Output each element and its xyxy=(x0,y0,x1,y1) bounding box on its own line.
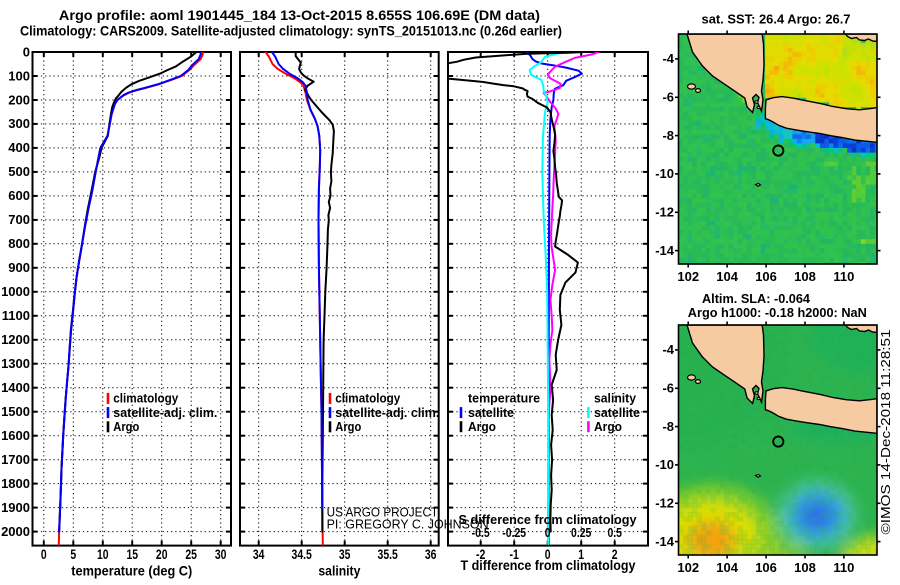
svg-text:110: 110 xyxy=(833,269,854,284)
svg-text:satellite: satellite xyxy=(468,406,514,420)
svg-text:0.5: 0.5 xyxy=(607,525,622,540)
svg-text:1600: 1600 xyxy=(1,428,30,443)
svg-text:sat. SST: 26.4 Argo: 26.7: sat. SST: 26.4 Argo: 26.7 xyxy=(702,12,851,27)
svg-text:-0.25: -0.25 xyxy=(502,525,526,540)
svg-text:700: 700 xyxy=(8,212,30,227)
svg-text:600: 600 xyxy=(8,188,30,203)
svg-text:satellite: satellite xyxy=(594,406,640,420)
svg-text:1100: 1100 xyxy=(2,308,30,323)
svg-text:-8: -8 xyxy=(662,128,674,143)
svg-text:0: 0 xyxy=(545,525,551,540)
svg-text:104: 104 xyxy=(716,560,738,575)
svg-text:102: 102 xyxy=(677,269,699,284)
svg-text:100: 100 xyxy=(8,68,30,83)
svg-text:35: 35 xyxy=(339,547,351,562)
svg-text:20: 20 xyxy=(156,547,168,562)
svg-text:1000: 1000 xyxy=(1,284,30,299)
svg-text:Argo h1000: -0.18 h2000: NaN: Argo h1000: -0.18 h2000: NaN xyxy=(688,305,867,320)
svg-text:25: 25 xyxy=(185,547,197,562)
svg-text:satellite-adj. clim.: satellite-adj. clim. xyxy=(113,406,217,420)
svg-text:-6: -6 xyxy=(662,90,674,105)
svg-text:0: 0 xyxy=(23,44,30,59)
svg-text:800: 800 xyxy=(8,236,30,251)
svg-text:-8: -8 xyxy=(662,419,674,434)
svg-text:108: 108 xyxy=(794,269,816,284)
svg-text:-10: -10 xyxy=(655,166,674,181)
svg-text:1900: 1900 xyxy=(1,500,30,515)
svg-text:T difference from climatology: T difference from climatology xyxy=(461,558,636,573)
svg-text:-14: -14 xyxy=(655,243,675,258)
svg-text:1800: 1800 xyxy=(1,476,30,491)
svg-text:Argo: Argo xyxy=(335,420,361,434)
svg-text:35.5: 35.5 xyxy=(378,547,399,562)
svg-text:400: 400 xyxy=(8,140,30,155)
svg-text:satellite-adj. clim.: satellite-adj. clim. xyxy=(335,406,439,420)
svg-text:climatology: climatology xyxy=(335,392,400,406)
svg-text:36: 36 xyxy=(425,547,437,562)
svg-text:30: 30 xyxy=(215,547,227,562)
svg-text:1700: 1700 xyxy=(1,452,30,467)
svg-text:10: 10 xyxy=(97,547,109,562)
svg-text:climatology: climatology xyxy=(113,392,178,406)
svg-text:1300: 1300 xyxy=(1,356,30,371)
svg-text:1200: 1200 xyxy=(1,332,30,347)
svg-text:102: 102 xyxy=(677,560,699,575)
svg-text:1500: 1500 xyxy=(1,404,30,419)
svg-text:34: 34 xyxy=(253,547,265,562)
svg-text:1400: 1400 xyxy=(1,380,30,395)
svg-text:Climatology: CARS2009. Satelli: Climatology: CARS2009. Satellite-adjuste… xyxy=(20,23,562,39)
svg-text:-14: -14 xyxy=(655,534,675,549)
svg-text:-12: -12 xyxy=(655,496,674,511)
svg-text:Argo: Argo xyxy=(594,420,622,434)
svg-text:-12: -12 xyxy=(655,205,674,220)
svg-text:106: 106 xyxy=(755,269,777,284)
svg-text:0.25: 0.25 xyxy=(571,525,591,540)
svg-text:temperature (deg C): temperature (deg C) xyxy=(71,563,192,578)
svg-text:106: 106 xyxy=(755,560,777,575)
svg-text:Argo: Argo xyxy=(113,420,139,434)
svg-text:temperature: temperature xyxy=(468,392,540,406)
svg-text:104: 104 xyxy=(716,269,738,284)
svg-text:-10: -10 xyxy=(655,457,674,472)
svg-text:-4: -4 xyxy=(662,342,674,357)
svg-text:-4: -4 xyxy=(662,51,674,66)
svg-text:500: 500 xyxy=(8,164,30,179)
svg-text:300: 300 xyxy=(8,116,30,131)
svg-text:salinity: salinity xyxy=(594,392,636,406)
svg-text:110: 110 xyxy=(833,560,854,575)
svg-text:salinity: salinity xyxy=(318,563,360,578)
svg-text:15: 15 xyxy=(126,547,138,562)
svg-text:Argo: Argo xyxy=(468,420,496,434)
svg-text:34.5: 34.5 xyxy=(292,547,313,562)
svg-text:0: 0 xyxy=(41,547,47,562)
svg-text:Argo profile: aoml 1901445_184: Argo profile: aoml 1901445_184 13-Oct-20… xyxy=(59,7,540,23)
svg-text:900: 900 xyxy=(8,260,30,275)
svg-text:108: 108 xyxy=(794,560,816,575)
svg-text:5: 5 xyxy=(70,547,76,562)
svg-text:2000: 2000 xyxy=(1,524,30,539)
svg-text:-0.5: -0.5 xyxy=(472,525,490,540)
svg-text:-6: -6 xyxy=(662,381,674,396)
svg-text:Altim. SLA: -0.064: Altim. SLA: -0.064 xyxy=(702,291,811,306)
svg-text:200: 200 xyxy=(8,92,30,107)
svg-text:©IMOS 14-Dec-2018 11:28:51: ©IMOS 14-Dec-2018 11:28:51 xyxy=(879,329,893,534)
